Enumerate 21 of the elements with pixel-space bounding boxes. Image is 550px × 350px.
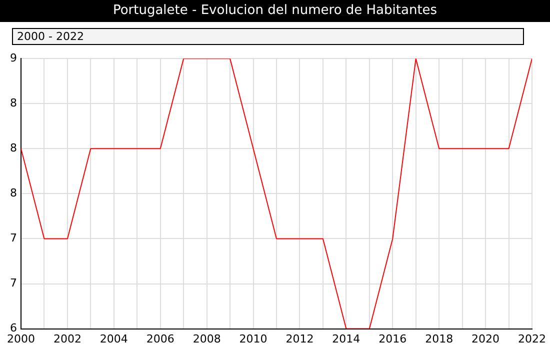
x-tick-label: 2020 — [472, 332, 500, 346]
x-tick-label: 2002 — [53, 332, 82, 346]
x-tick-label: 2010 — [239, 332, 268, 346]
y-tick-label: 6 — [10, 322, 17, 335]
x-tick-label: 2004 — [100, 332, 128, 346]
x-tick-label: 2008 — [192, 332, 221, 346]
text: 2000 - 2022 — [17, 30, 84, 43]
y-tick-label: 8 — [10, 96, 17, 110]
y-tick-label: 8 — [10, 186, 17, 200]
y-tick-label: 7 — [10, 276, 17, 290]
x-tick-label: 2022 — [518, 332, 546, 346]
x-tick-label: 2018 — [425, 332, 454, 346]
x-tick-label: 2014 — [332, 332, 360, 346]
x-tick-label: 2016 — [378, 332, 407, 346]
chart-title: Portugalete - Evolucion del numero de Habitantes — [0, 0, 550, 22]
y-tick-label: 9 — [10, 51, 17, 64]
x-tick-label: 2012 — [286, 332, 314, 346]
x-tick-label: 2006 — [146, 332, 174, 346]
y-tick-label: 7 — [10, 232, 17, 245]
y-tick-label: 8 — [10, 142, 17, 155]
x-tick-label: 2000 — [7, 332, 35, 346]
